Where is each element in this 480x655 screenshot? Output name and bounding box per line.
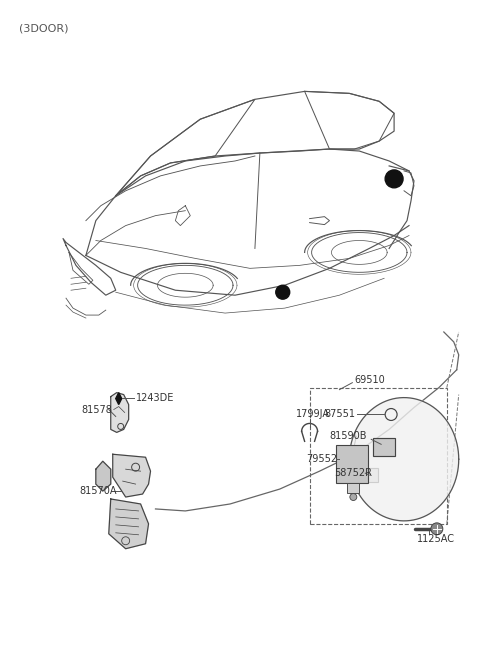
Polygon shape [109,499,148,549]
Bar [373,438,395,457]
Polygon shape [96,461,111,491]
Circle shape [385,170,403,188]
Text: 1125AC: 1125AC [417,534,455,544]
Text: (3DOOR): (3DOOR) [19,24,69,34]
Text: 1799JA: 1799JA [296,409,330,419]
Bar [310,388,447,524]
Text: 81590B: 81590B [329,432,367,441]
Polygon shape [349,398,459,521]
Text: 1243DE: 1243DE [136,392,174,403]
Bar [348,483,360,493]
Circle shape [276,285,290,299]
Polygon shape [116,392,122,405]
Polygon shape [113,455,151,497]
Text: 58752R: 58752R [335,468,372,478]
Bar [336,445,368,483]
Circle shape [350,493,357,500]
Text: 87551: 87551 [324,409,356,419]
Text: 81578: 81578 [81,405,112,415]
Circle shape [431,523,443,534]
Polygon shape [111,392,129,432]
Text: 69510: 69510 [354,375,385,384]
Text: 79552: 79552 [307,454,338,464]
Text: 81570A: 81570A [79,486,117,496]
Bar [360,468,378,482]
